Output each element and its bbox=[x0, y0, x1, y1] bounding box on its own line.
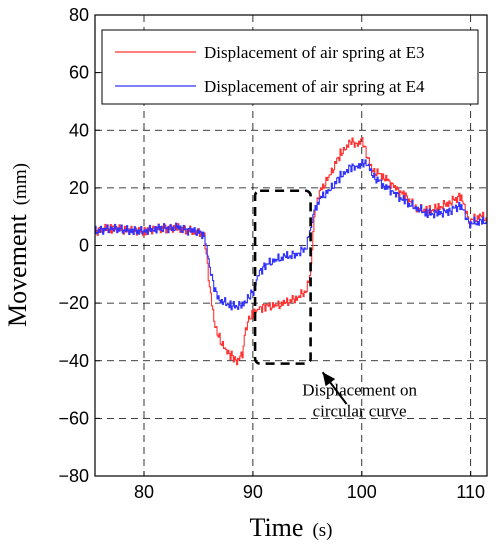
legend-label-e3: Displacement of air spring at E3 bbox=[204, 43, 424, 62]
x-tick-label: 80 bbox=[134, 482, 154, 502]
y-tick-label: 60 bbox=[69, 63, 89, 83]
y-tick-label: −20 bbox=[58, 293, 89, 313]
y-tick-label: 40 bbox=[69, 120, 89, 140]
y-tick-label: 80 bbox=[69, 5, 89, 25]
annotation-box bbox=[253, 189, 312, 365]
x-tick-label: 90 bbox=[243, 482, 263, 502]
y-tick-label: 20 bbox=[69, 178, 89, 198]
x-axis-title: Time (s) bbox=[249, 513, 332, 542]
annotation: Displacement on circular curve bbox=[253, 189, 417, 420]
x-axis-title-main: Time bbox=[249, 513, 303, 542]
y-tick-label: −60 bbox=[58, 408, 89, 428]
y-tick-label: −40 bbox=[58, 351, 89, 371]
axis-ticks: 80 90 100 110 −80 −60 −40 −20 0 20 40 60 80 bbox=[58, 5, 485, 502]
x-axis-title-unit: (s) bbox=[312, 520, 332, 541]
y-axis-title: Movement (mm) bbox=[3, 163, 32, 327]
legend-box bbox=[101, 29, 479, 105]
x-tick-label: 100 bbox=[347, 482, 377, 502]
y-axis-title-main: Movement bbox=[3, 214, 32, 327]
annotation-text-line1: Displacement on bbox=[302, 380, 417, 399]
series-line-e4 bbox=[95, 159, 488, 311]
x-tick-label: 110 bbox=[456, 482, 485, 502]
y-tick-label: −80 bbox=[58, 466, 89, 486]
legend: Displacement of air spring at E3 Displac… bbox=[101, 29, 479, 105]
y-axis-title-unit: (mm) bbox=[10, 163, 31, 205]
annotation-arrow-head bbox=[322, 372, 336, 387]
series-layer bbox=[95, 137, 488, 366]
legend-label-e4: Displacement of air spring at E4 bbox=[204, 77, 425, 96]
annotation-text-line2: circular curve bbox=[313, 401, 407, 420]
y-tick-label: 0 bbox=[79, 236, 89, 256]
